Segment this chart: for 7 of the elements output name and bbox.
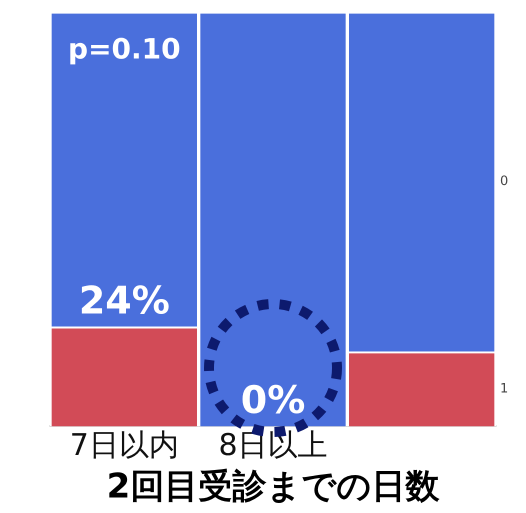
- data-label: 24%: [78, 278, 170, 323]
- x-axis-title: 2回目受診までの日数: [106, 466, 440, 506]
- series-label: 1: [500, 381, 508, 396]
- annotation: p=0.10: [68, 32, 181, 66]
- data-label: 0%: [240, 378, 306, 422]
- x-tick-label: 7日以内: [70, 428, 179, 463]
- series-label: 0: [500, 174, 508, 190]
